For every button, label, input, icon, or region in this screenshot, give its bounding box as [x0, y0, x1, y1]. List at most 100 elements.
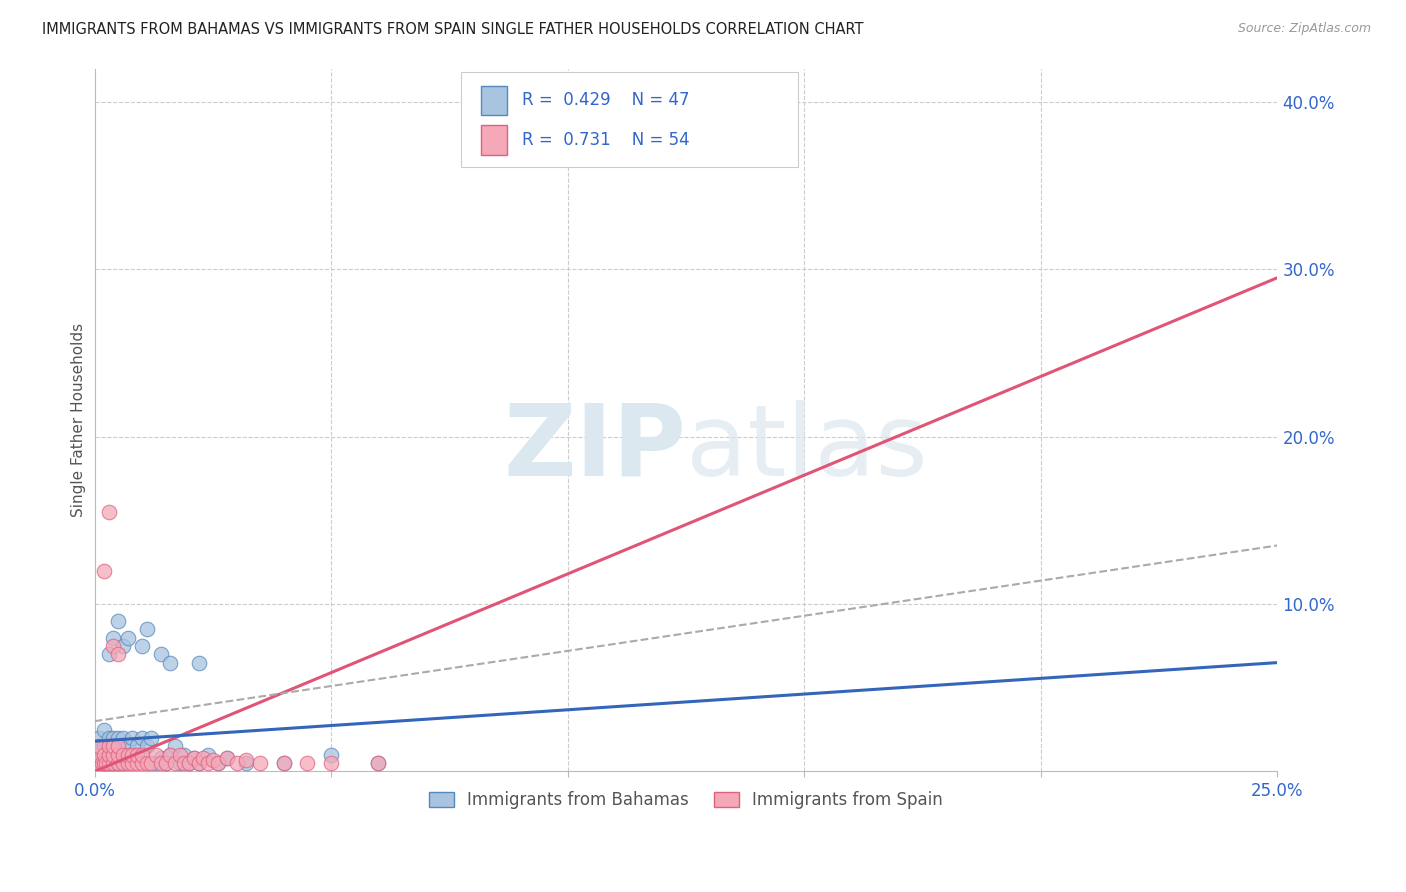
Point: [89, 739, 111, 754]
Point: [145, 756, 167, 770]
Point: [169, 756, 191, 770]
Point: [197, 747, 219, 762]
Point: [103, 747, 125, 762]
Point: [107, 614, 129, 628]
Point: [173, 756, 195, 770]
Point: [127, 747, 149, 762]
Point: [131, 639, 153, 653]
Point: [97, 756, 120, 770]
Point: [179, 756, 201, 770]
Text: R =  0.731    N = 54: R = 0.731 N = 54: [522, 131, 689, 149]
Point: [97, 739, 120, 754]
Point: [201, 753, 224, 767]
Text: IMMIGRANTS FROM BAHAMAS VS IMMIGRANTS FROM SPAIN SINGLE FATHER HOUSEHOLDS CORREL: IMMIGRANTS FROM BAHAMAS VS IMMIGRANTS FR…: [42, 22, 863, 37]
Point: [117, 747, 139, 762]
Point: [103, 731, 125, 745]
Point: [367, 756, 389, 770]
Point: [97, 747, 120, 762]
FancyBboxPatch shape: [481, 86, 508, 115]
Point: [127, 747, 149, 762]
Point: [111, 731, 134, 745]
Point: [103, 756, 125, 770]
Point: [235, 756, 257, 770]
Text: ZIP: ZIP: [503, 400, 686, 497]
Point: [149, 647, 172, 661]
Point: [127, 756, 149, 770]
Point: [135, 756, 157, 770]
Point: [97, 647, 120, 661]
Point: [107, 739, 129, 754]
Point: [173, 747, 195, 762]
Point: [149, 756, 172, 770]
Point: [131, 756, 153, 770]
Point: [155, 756, 177, 770]
Point: [145, 747, 167, 762]
Point: [127, 739, 149, 754]
Point: [169, 747, 191, 762]
Point: [93, 564, 115, 578]
Point: [235, 753, 257, 767]
Point: [103, 756, 125, 770]
Point: [97, 756, 120, 770]
Text: atlas: atlas: [686, 400, 928, 497]
Point: [197, 756, 219, 770]
Point: [111, 756, 134, 770]
Point: [131, 747, 153, 762]
Point: [215, 751, 238, 765]
Point: [107, 747, 129, 762]
Point: [93, 756, 115, 770]
Point: [207, 756, 229, 770]
FancyBboxPatch shape: [461, 72, 799, 167]
Point: [163, 739, 186, 754]
Point: [155, 756, 177, 770]
Point: [131, 731, 153, 745]
Point: [367, 756, 389, 770]
Point: [96, 756, 118, 770]
Point: [90, 747, 112, 762]
Point: [179, 756, 201, 770]
Point: [159, 656, 181, 670]
Point: [321, 756, 343, 770]
Point: [86, 756, 108, 770]
Point: [135, 739, 157, 754]
Point: [93, 723, 115, 737]
Point: [97, 747, 120, 762]
Point: [107, 731, 129, 745]
Point: [103, 739, 125, 754]
Point: [121, 747, 143, 762]
Point: [89, 739, 111, 754]
Point: [163, 756, 186, 770]
Point: [117, 631, 139, 645]
Point: [273, 756, 295, 770]
Point: [321, 747, 343, 762]
Point: [187, 756, 209, 770]
Text: Source: ZipAtlas.com: Source: ZipAtlas.com: [1237, 22, 1371, 36]
Point: [159, 747, 181, 762]
Point: [103, 631, 125, 645]
Point: [103, 747, 125, 762]
Point: [93, 756, 115, 770]
Point: [111, 639, 134, 653]
Point: [159, 747, 181, 762]
Legend: Immigrants from Bahamas, Immigrants from Spain: Immigrants from Bahamas, Immigrants from…: [422, 784, 949, 816]
Point: [141, 756, 163, 770]
Point: [183, 751, 205, 765]
Point: [121, 756, 143, 770]
Point: [249, 756, 271, 770]
Point: [121, 731, 143, 745]
Point: [107, 756, 129, 770]
FancyBboxPatch shape: [481, 125, 508, 154]
Point: [97, 505, 120, 519]
Point: [149, 751, 172, 765]
Point: [111, 747, 134, 762]
Point: [93, 747, 115, 762]
Point: [107, 756, 129, 770]
Point: [135, 622, 157, 636]
Point: [90, 756, 112, 770]
Point: [117, 756, 139, 770]
Point: [107, 747, 129, 762]
Point: [111, 756, 134, 770]
Point: [117, 747, 139, 762]
Point: [187, 656, 209, 670]
Y-axis label: Single Father Households: Single Father Households: [72, 323, 86, 517]
